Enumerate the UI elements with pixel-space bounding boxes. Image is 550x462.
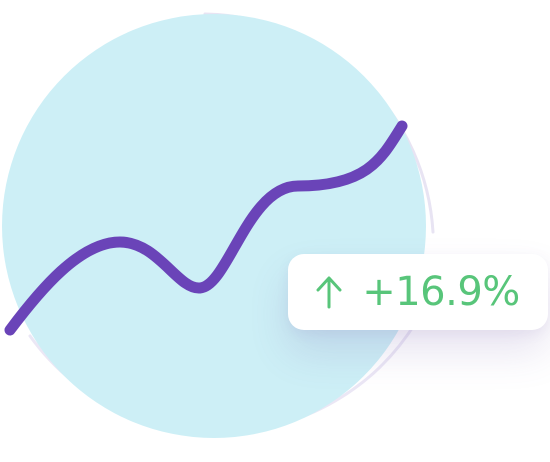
arrow-up-icon bbox=[316, 276, 342, 309]
growth-percentage: +16.9% bbox=[362, 269, 520, 315]
growth-badge: +16.9% bbox=[288, 254, 548, 330]
trend-line bbox=[4, 120, 408, 336]
background-circle bbox=[2, 14, 426, 438]
